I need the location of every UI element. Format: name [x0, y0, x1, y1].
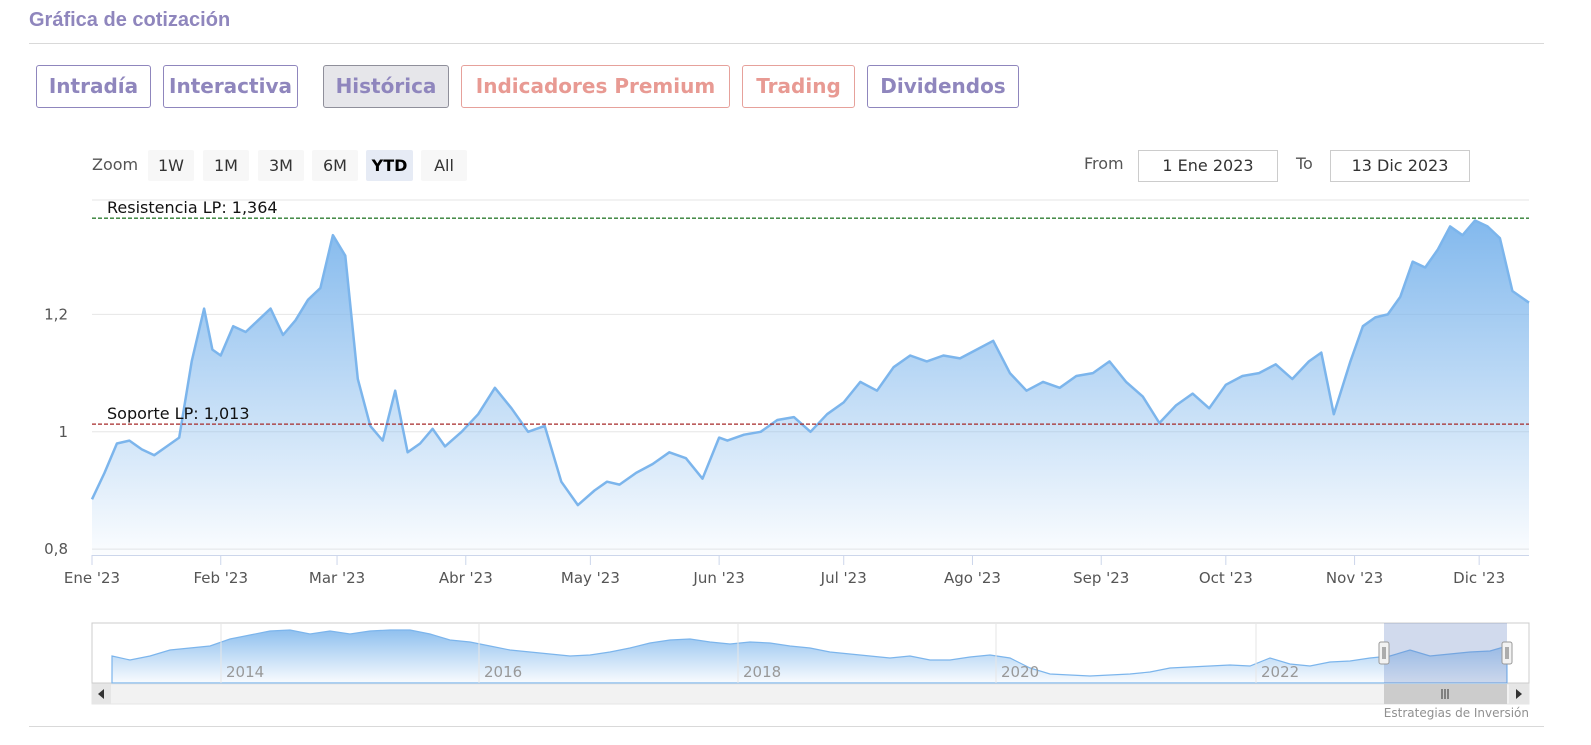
- tab-trading[interactable]: Trading: [742, 65, 855, 108]
- y-tick-label: 1,2: [44, 305, 68, 323]
- x-tick-label: Jul '23: [820, 569, 867, 587]
- y-tick-label: 0,8: [44, 540, 68, 558]
- navigator: 2014 2016 2018 2020 2022: [91, 622, 1530, 705]
- y-axis: 0,8 1 1,2: [44, 305, 68, 558]
- title-divider: [29, 43, 1544, 44]
- navigator-tick-label: 2022: [1261, 663, 1299, 681]
- series-area: [92, 220, 1529, 555]
- x-tick-label: Nov '23: [1326, 569, 1383, 587]
- scrollbar-right-arrow-icon: [1516, 689, 1522, 699]
- x-tick-label: Dic '23: [1453, 569, 1505, 587]
- x-tick-label: Ago '23: [944, 569, 1001, 587]
- chart-credits: Estrategias de Inversión: [1383, 706, 1529, 720]
- x-tick-label: Abr '23: [439, 569, 493, 587]
- zoom-all-button[interactable]: All: [421, 150, 467, 181]
- series-group: [90, 219, 1530, 555]
- resistance-label: Resistencia LP: 1,364: [107, 198, 278, 217]
- from-label: From: [1084, 154, 1124, 173]
- zoom-1m-button[interactable]: 1M: [203, 150, 249, 181]
- zoom-3m-button[interactable]: 3M: [258, 150, 304, 181]
- plot-lines: Resistencia LP: 1,364 Soporte LP: 1,013: [92, 198, 1529, 425]
- navigator-right-handle[interactable]: [1501, 641, 1513, 665]
- support-label: Soporte LP: 1,013: [107, 404, 250, 423]
- x-tick-label: Feb '23: [193, 569, 248, 587]
- navigator-series-area: [111, 629, 1508, 684]
- from-date-input[interactable]: 1 Ene 2023: [1138, 150, 1278, 182]
- scrollbar-track[interactable]: [91, 683, 1530, 705]
- navigator-tick-label: 2016: [484, 663, 522, 681]
- x-tick-label: Ene '23: [64, 569, 120, 587]
- tab-indicadores-premium[interactable]: Indicadores Premium: [461, 65, 730, 108]
- bottom-divider: [29, 726, 1544, 727]
- zoom-6m-button[interactable]: 6M: [312, 150, 358, 181]
- y-tick-label: 1: [58, 423, 68, 441]
- zoom-1w-button[interactable]: 1W: [148, 150, 194, 181]
- tab-interactiva[interactable]: Interactiva: [163, 65, 298, 108]
- price-chart: 0,8 1 1,2 Resistencia LP: 1,364 Soporte LP:…: [44, 198, 1530, 705]
- navigator-tick-label: 2014: [226, 663, 264, 681]
- tab-historica[interactable]: Histórica: [323, 65, 449, 108]
- x-tick-label: Jun '23: [692, 569, 744, 587]
- navigator-ticks: 2014 2016 2018 2020 2022: [220, 623, 1299, 683]
- navigator-tick-label: 2020: [1001, 663, 1039, 681]
- x-tick-label: May '23: [561, 569, 620, 587]
- series-line: [90, 219, 1530, 507]
- to-label: To: [1296, 154, 1313, 173]
- zoom-ytd-button[interactable]: YTD: [366, 150, 413, 181]
- tab-dividendos[interactable]: Dividendos: [867, 65, 1019, 108]
- x-tick-label: Mar '23: [309, 569, 365, 587]
- navigator-tick-label: 2018: [743, 663, 781, 681]
- x-tick-label: Oct '23: [1199, 569, 1253, 587]
- tab-intradia[interactable]: Intradía: [36, 65, 151, 108]
- zoom-label: Zoom: [92, 155, 139, 174]
- x-axis: Ene '23 Feb '23 Mar '23 Abr '23 May '23 Jun '…: [64, 555, 1529, 587]
- navigator-left-handle[interactable]: [1378, 641, 1390, 665]
- navigator-selection[interactable]: [1384, 623, 1507, 683]
- x-tick-label: Sep '23: [1073, 569, 1129, 587]
- to-date-input[interactable]: 13 Dic 2023: [1330, 150, 1470, 182]
- section-title: Gráfica de cotización: [29, 9, 231, 31]
- scrollbar-left-arrow-icon: [98, 689, 104, 699]
